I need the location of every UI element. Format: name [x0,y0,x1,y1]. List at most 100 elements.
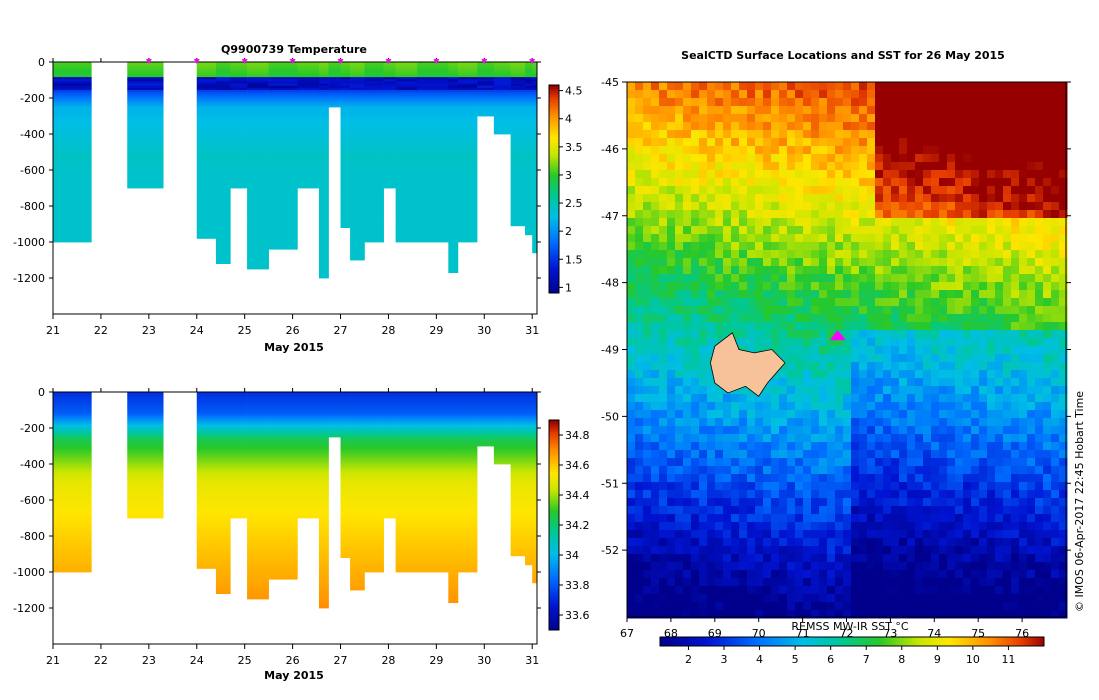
colorbar-tick-label: 4 [565,113,572,126]
profile-column [395,62,418,243]
x-tick-label: 27 [334,324,348,337]
bottom-x-axis-label: May 2015 [264,669,324,682]
colorbar-tick-label: 1 [565,281,572,294]
sst-colorbar-frame [659,636,1045,647]
colorbar-tick-label: 34.8 [565,429,590,442]
x-tick-label: 24 [190,324,204,337]
colorbar-tick-label: 1.5 [565,253,583,266]
x-tick-label: 30 [477,654,491,667]
profile-column [532,392,538,584]
profile-column [448,62,459,273]
profile-column [340,62,351,228]
colorbar-tick-label: 33.6 [565,609,590,622]
profile-column [493,392,511,465]
profile-column [53,392,92,573]
x-tick-label: 22 [94,324,108,337]
top-x-axis-label: May 2015 [264,341,324,354]
profile-column [364,62,384,243]
profile-column [417,62,449,243]
profile-column [297,62,320,189]
profile-column [318,392,329,609]
x-tick-label: 29 [429,324,443,337]
profile-column [510,392,526,557]
sst-colorbar-tick-label: 7 [863,653,870,666]
x-tick-label: 30 [477,324,491,337]
sst-colorbar-tick-label: 10 [966,653,980,666]
x-tick-label: 26 [286,654,300,667]
x-tick-label: 23 [142,654,156,667]
profile-column [215,62,231,264]
y-tick-label: -400 [20,458,45,471]
profile-column [477,392,495,447]
lat-tick-label: -52 [601,544,619,557]
salinity-panel: 0 -200 -400 -600 -800 -1000 -1200 21 22 23 24 25 26 2… [13,386,589,667]
colorbar-tick-label: 34.2 [565,519,590,532]
y-tick-label: -1000 [13,566,45,579]
profile-column [53,62,92,243]
profile-column [364,392,384,573]
colorbar-frame [548,84,560,294]
profile-column [196,392,217,569]
profile-column [340,392,351,558]
profile-column [247,62,269,270]
x-tick-label: 28 [381,324,395,337]
y-tick-label: -600 [20,494,45,507]
profile-column [457,62,478,243]
profile-column [510,62,526,227]
seal-location-marker [829,330,846,341]
x-tick-label: 26 [286,324,300,337]
lat-tick-label: -45 [601,76,619,89]
temperature-title: Q9900739 Temperature [221,43,367,56]
profile-column [196,62,217,239]
lon-tick-label: 67 [620,627,634,640]
profile-marker [145,59,152,64]
x-tick-label: 29 [429,654,443,667]
island [709,332,786,397]
profile-column [350,62,365,261]
y-tick-label: -200 [20,92,45,105]
profile-column [532,62,538,254]
colorbar-tick-label: 2.5 [565,197,583,210]
x-tick-label: 21 [46,324,60,337]
lat-tick-label: -51 [601,477,619,490]
profile-column [417,392,449,573]
axes-frame [52,61,538,315]
profile-column [318,62,329,279]
colorbar-tick-label: 34.6 [565,459,590,472]
colorbar-tick-label: 2 [565,225,572,238]
y-tick-label: -1200 [13,272,45,285]
axes-frame [52,391,538,645]
y-tick-label: -400 [20,128,45,141]
y-tick-label: 0 [38,56,45,69]
profile-column [328,392,341,438]
profile-column [493,62,511,135]
x-tick-label: 25 [238,654,252,667]
sst-colorbar-tick-label: 9 [934,653,941,666]
sst-colorbar-tick-label: 8 [898,653,905,666]
profile-column [525,62,533,236]
y-tick-label: -200 [20,422,45,435]
x-tick-label: 24 [190,654,204,667]
colorbar-tick-label: 3.5 [565,141,583,154]
x-tick-label: 22 [94,654,108,667]
profile-column [477,62,495,117]
profile-marker [529,59,536,64]
x-tick-label: 27 [334,654,348,667]
profile-column [525,392,533,566]
y-tick-label: -800 [20,530,45,543]
colorbar-tick-label: 33.8 [565,579,590,592]
profile-column [247,392,269,600]
profile-column [350,392,365,591]
sst-colorbar-tick-label: 2 [685,653,692,666]
colorbar-tick-label: 4.5 [565,85,583,98]
sst-colorbar-tick-label: 3 [721,653,728,666]
profile-column [297,392,320,519]
x-tick-label: 21 [46,654,60,667]
profile-marker [481,59,488,64]
colorbar-tick-label: 34 [565,549,579,562]
colorbar-tick-label: 3 [565,169,572,182]
sst-field [627,82,1068,619]
